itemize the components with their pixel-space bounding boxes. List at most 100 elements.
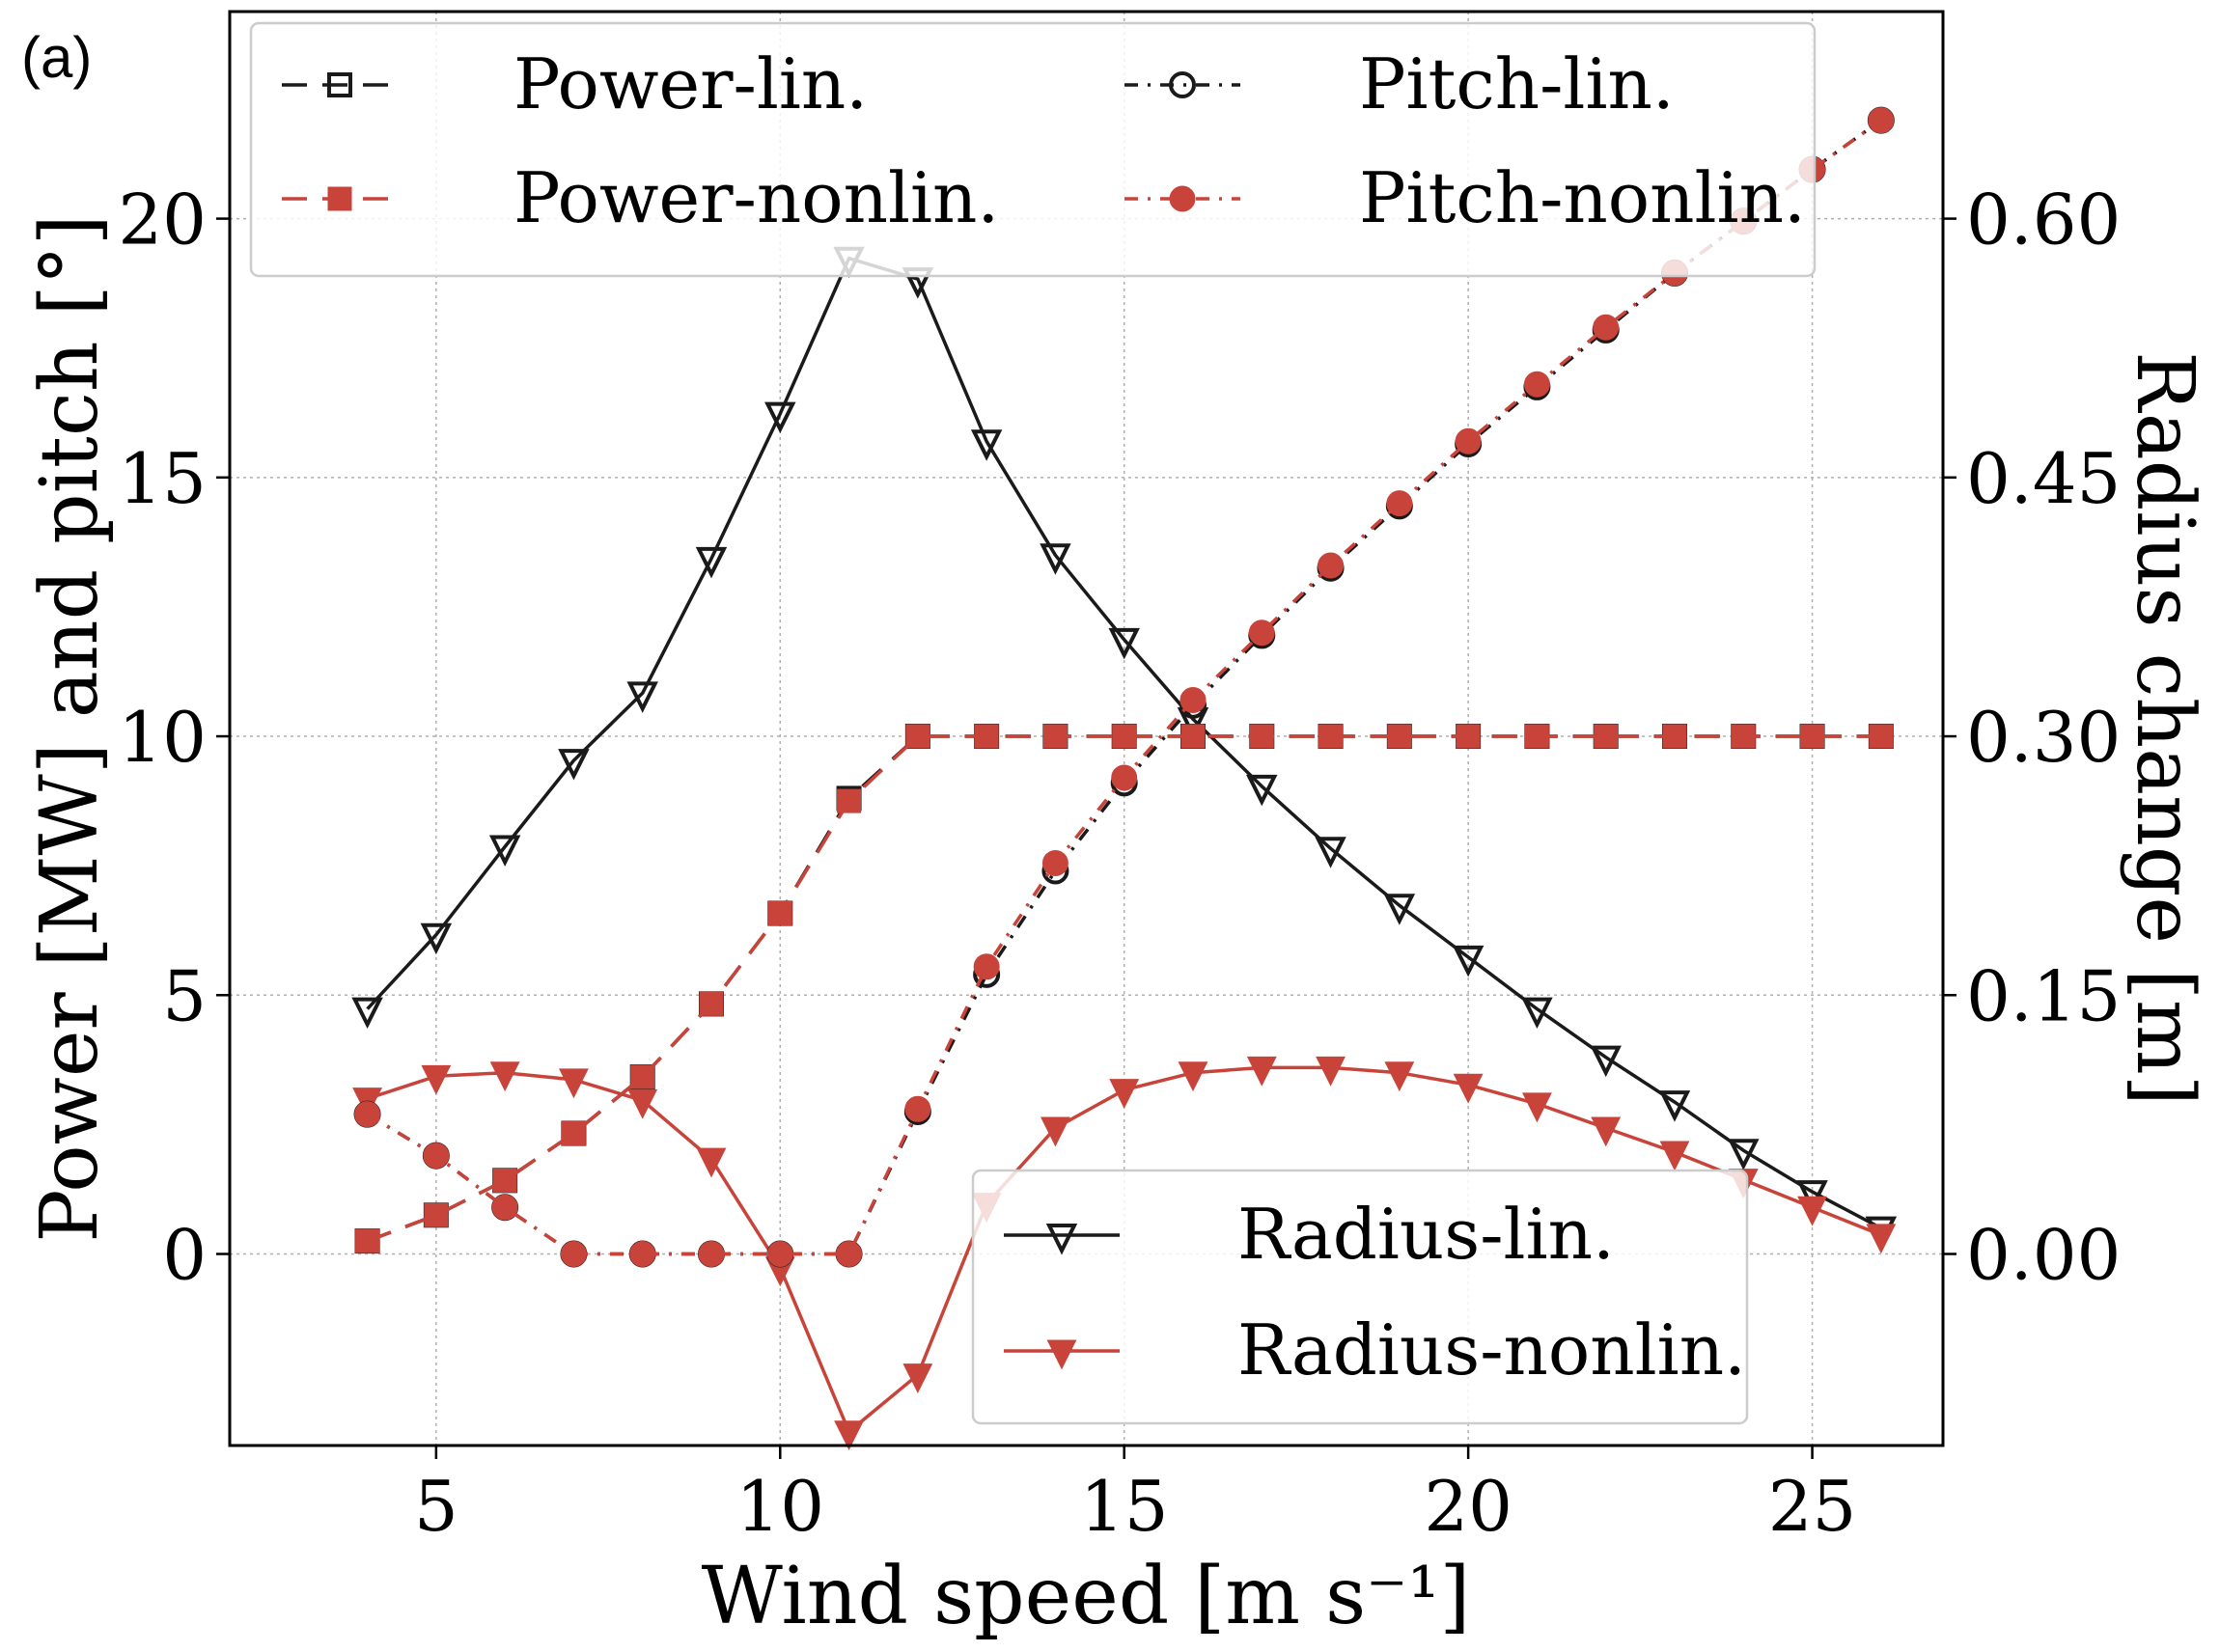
pitch-nonlin-point xyxy=(1111,764,1138,791)
power-nonlin-point xyxy=(1387,724,1412,749)
power-nonlin-point xyxy=(424,1202,449,1227)
legend-label: Power-lin. xyxy=(513,43,868,124)
y-right-tick-label: 0.15 xyxy=(1966,955,2121,1036)
power-nonlin-point xyxy=(1249,724,1274,749)
power-nonlin-point xyxy=(1594,724,1619,749)
radius-lin-point xyxy=(626,681,658,713)
pitch-nonlin-point xyxy=(1455,427,1482,454)
legend-handle-marker xyxy=(1046,1339,1077,1370)
radius-nonlin-point xyxy=(1384,1061,1415,1092)
y-axis-label-right: Radius change [m] xyxy=(2119,351,2210,1105)
radius-lin-point xyxy=(764,401,796,434)
radius-nonlin-point xyxy=(1040,1116,1070,1147)
pitch-nonlin-point xyxy=(423,1143,450,1170)
pitch-nonlin-point xyxy=(1868,107,1895,134)
radius-nonlin-point xyxy=(421,1064,452,1095)
radius-lin-point xyxy=(558,749,590,781)
y-left-tick-label: 0 xyxy=(162,1215,207,1296)
legend-handle-marker xyxy=(327,72,352,97)
x-axis-label: Wind speed [m s⁻¹] xyxy=(702,1551,1471,1642)
power-nonlin-point xyxy=(1456,724,1481,749)
radius-nonlin-point xyxy=(834,1420,864,1451)
power-nonlin-point xyxy=(355,1228,380,1253)
radius-lin-point xyxy=(1658,1090,1691,1122)
radius-lin-point xyxy=(1108,627,1140,660)
power-nonlin-point xyxy=(1731,724,1756,749)
power-nonlin-point xyxy=(1869,724,1894,749)
y-right-tick-label: 0.60 xyxy=(1966,179,2121,261)
radius-nonlin-point xyxy=(1246,1056,1277,1087)
power-nonlin-point xyxy=(974,724,999,749)
legend-label: Power-nonlin. xyxy=(513,157,999,238)
radius-lin-point xyxy=(1590,1045,1622,1078)
legend-entry-radius-lin: Radius-lin. xyxy=(1004,1194,1615,1275)
radius-nonlin-point xyxy=(1797,1196,1827,1226)
y-left-tick-label: 5 xyxy=(162,955,207,1036)
radius-lin-point xyxy=(1452,945,1485,977)
pitch-nonlin-point xyxy=(973,953,1000,980)
power-nonlin-point xyxy=(1662,724,1687,749)
pitch-nonlin-point xyxy=(491,1194,518,1221)
pitch-nonlin-point xyxy=(1041,849,1068,876)
radius-nonlin-point xyxy=(627,1088,658,1119)
power-lin-line xyxy=(366,734,1881,1243)
power-nonlin-point xyxy=(1042,724,1068,749)
radius-lin-point xyxy=(1728,1139,1760,1170)
series-pitch-nonlin xyxy=(354,107,1895,1268)
pitch-nonlin-point xyxy=(629,1241,656,1268)
y-right-tick-label: 0.30 xyxy=(1966,697,2121,778)
radius-nonlin-point xyxy=(1659,1141,1690,1171)
series-power-nonlin xyxy=(355,724,1894,1253)
legend-label: Radius-nonlin. xyxy=(1237,1309,1746,1390)
radius-lin-point xyxy=(1315,837,1346,868)
pitch-nonlin-point xyxy=(1179,686,1207,713)
pitch-nonlin-point xyxy=(354,1101,381,1128)
power-nonlin-line xyxy=(366,734,1881,1243)
power-nonlin-point xyxy=(1112,724,1137,749)
legend-handle-marker xyxy=(1169,71,1196,98)
power-nonlin-point xyxy=(1524,724,1549,749)
y-axis-label-left: Power [MW] and pitch [°] xyxy=(24,214,116,1242)
pitch-nonlin-point xyxy=(1386,490,1413,517)
radius-lin-point xyxy=(1383,894,1416,925)
series-radius-lin xyxy=(351,246,1898,1249)
legend-bottom: Radius-lin. Radius-nonlin. xyxy=(971,1169,1749,1425)
pitch-nonlin-point xyxy=(1248,620,1275,647)
radius-nonlin-point xyxy=(1521,1092,1552,1123)
power-nonlin-point xyxy=(630,1064,655,1089)
power-nonlin-point xyxy=(1180,724,1206,749)
radius-nonlin-point xyxy=(696,1147,727,1178)
radius-nonlin-point xyxy=(558,1068,589,1099)
power-nonlin-point xyxy=(699,991,724,1016)
legend-top: Power-lin. Power-nonlin. Pitch-lin. Pitch-n… xyxy=(249,21,1817,278)
legend-entry-power-lin: Power-lin. xyxy=(282,43,868,124)
power-nonlin-point xyxy=(905,724,930,749)
radius-nonlin-point xyxy=(1453,1073,1484,1104)
legend-entry-radius-nonlin: Radius-nonlin. xyxy=(1004,1309,1746,1390)
legend-entry-pitch-nonlin: Pitch-nonlin. xyxy=(1124,157,1806,238)
radius-lin-point xyxy=(1796,1180,1828,1212)
legend-top-frame xyxy=(249,21,1817,278)
y-left-tick-label: 15 xyxy=(118,438,207,519)
tick-layer: 5 10 15 20 25 0 5 10 15 20 0.00 0.15 0.30 0.45 0.60 xyxy=(118,179,2121,1547)
legend-handle-marker xyxy=(327,186,352,211)
radius-nonlin-point xyxy=(1591,1116,1622,1147)
radius-lin-point xyxy=(1040,543,1071,575)
y-left-tick-label: 10 xyxy=(118,697,207,778)
radius-lin-line xyxy=(366,256,1882,1230)
pitch-nonlin-point xyxy=(1318,552,1345,579)
panel-label: (a) xyxy=(21,25,92,90)
power-nonlin-point xyxy=(492,1168,517,1193)
legend-entry-pitch-lin: Pitch-lin. xyxy=(1124,43,1675,124)
power-nonlin-point xyxy=(1800,724,1825,749)
legend-handle-marker xyxy=(1045,1224,1078,1255)
radius-lin-point xyxy=(420,922,453,955)
legend-bottom-frame xyxy=(971,1169,1749,1425)
y-right-tick-label: 0.00 xyxy=(1966,1215,2121,1296)
x-tick-label: 25 xyxy=(1768,1466,1857,1547)
radius-nonlin-point xyxy=(1109,1079,1140,1109)
radius-nonlin-point xyxy=(902,1363,933,1394)
radius-nonlin-point xyxy=(489,1061,520,1092)
y-left-tick-label: 20 xyxy=(118,179,207,261)
